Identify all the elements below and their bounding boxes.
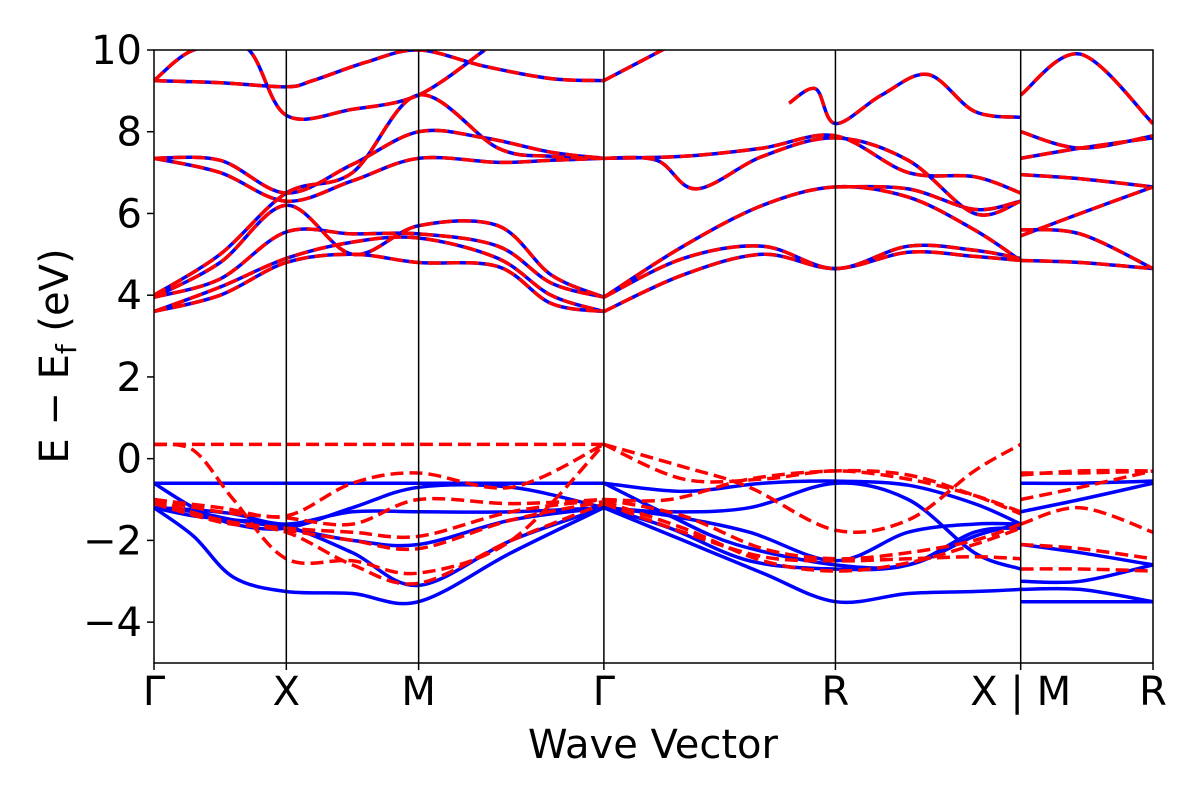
solid-band-14 (1020, 542, 1153, 567)
dashed-band-29 (603, 243, 1021, 299)
dashed-band-15 (1020, 469, 1153, 502)
solid-band-13 (1020, 481, 1153, 514)
dashed-band-36 (1019, 52, 1153, 125)
dashed-band-41 (1020, 185, 1153, 238)
y-axis-ticks: −4 −2 0 2 4 6 8 10 (83, 28, 154, 646)
dashed-band-40 (1020, 227, 1153, 271)
x-tick-label: X (273, 669, 300, 715)
x-axis-title: Wave Vector (528, 722, 779, 768)
y-tick-label: −2 (83, 518, 142, 564)
x-tick-label: R (822, 669, 850, 715)
solid-band-16 (1020, 586, 1153, 604)
dashed-band-42 (1020, 258, 1153, 271)
dashed-band-25 (154, 227, 605, 299)
dashed-band-21 (154, 128, 605, 195)
y-axis-title: E − Ef (eV) (32, 248, 83, 463)
bands-layer (154, 50, 1153, 606)
dashed-band-35 (835, 184, 1022, 212)
dashed-band-39 (1020, 172, 1153, 189)
solid-band-12 (1020, 479, 1153, 486)
x-tick-label: X | M (970, 669, 1071, 715)
solid-band-15 (1020, 563, 1153, 585)
dashed-band-5 (154, 499, 605, 552)
x-axis-ticks: Γ X M Γ R X | M R (143, 663, 1167, 715)
y-tick-label: 8 (117, 110, 142, 156)
plot-frame (153, 49, 1154, 664)
y-axis-title-main: E − E (32, 354, 78, 464)
dashed-band-23 (154, 93, 604, 297)
kpoint-divider-lines (285, 50, 1022, 663)
dashed-band-19 (154, 50, 604, 89)
dashed-band-3 (154, 496, 604, 527)
dashed-band-6 (154, 501, 605, 586)
dashed-band-33 (603, 50, 666, 83)
y-axis-title-unit: (eV) (32, 248, 78, 344)
dashed-band-38 (1020, 136, 1153, 161)
y-axis-title-subscript: f (50, 343, 83, 354)
dashed-band-30 (602, 184, 1022, 299)
dashed-band-26 (154, 235, 605, 314)
dashed-band-11 (603, 499, 1022, 573)
dashed-band-18 (1020, 567, 1153, 573)
dashed-band-27 (154, 252, 605, 314)
dashed-band-14 (1020, 468, 1153, 477)
x-tick-label: Γ (143, 669, 166, 715)
dashed-band-28 (603, 250, 1021, 314)
dashed-band-2 (154, 442, 605, 519)
y-tick-label: 4 (117, 273, 142, 319)
dashed-band-24 (154, 203, 605, 299)
y-tick-label: −4 (83, 600, 142, 646)
dashed-band-34 (788, 72, 1021, 126)
x-tick-label: R (1139, 669, 1167, 715)
dashed-band-22 (154, 155, 604, 203)
solid-band-10 (603, 506, 1021, 605)
dashed-band-9 (603, 468, 1022, 516)
x-tick-label: M (401, 669, 436, 715)
solid-band-5 (154, 506, 605, 606)
y-tick-label: 10 (91, 28, 142, 74)
dashed-band-12 (603, 501, 1021, 563)
solid-band-9 (603, 506, 1021, 572)
dashed-band-16 (1020, 505, 1153, 534)
y-tick-label: 2 (117, 355, 142, 401)
dashed-band-17 (1020, 542, 1153, 561)
dashed-band-10 (603, 497, 1022, 561)
x-tick-label: Γ (593, 669, 616, 715)
y-tick-label: 0 (117, 437, 142, 483)
y-tick-label: 6 (117, 191, 142, 237)
